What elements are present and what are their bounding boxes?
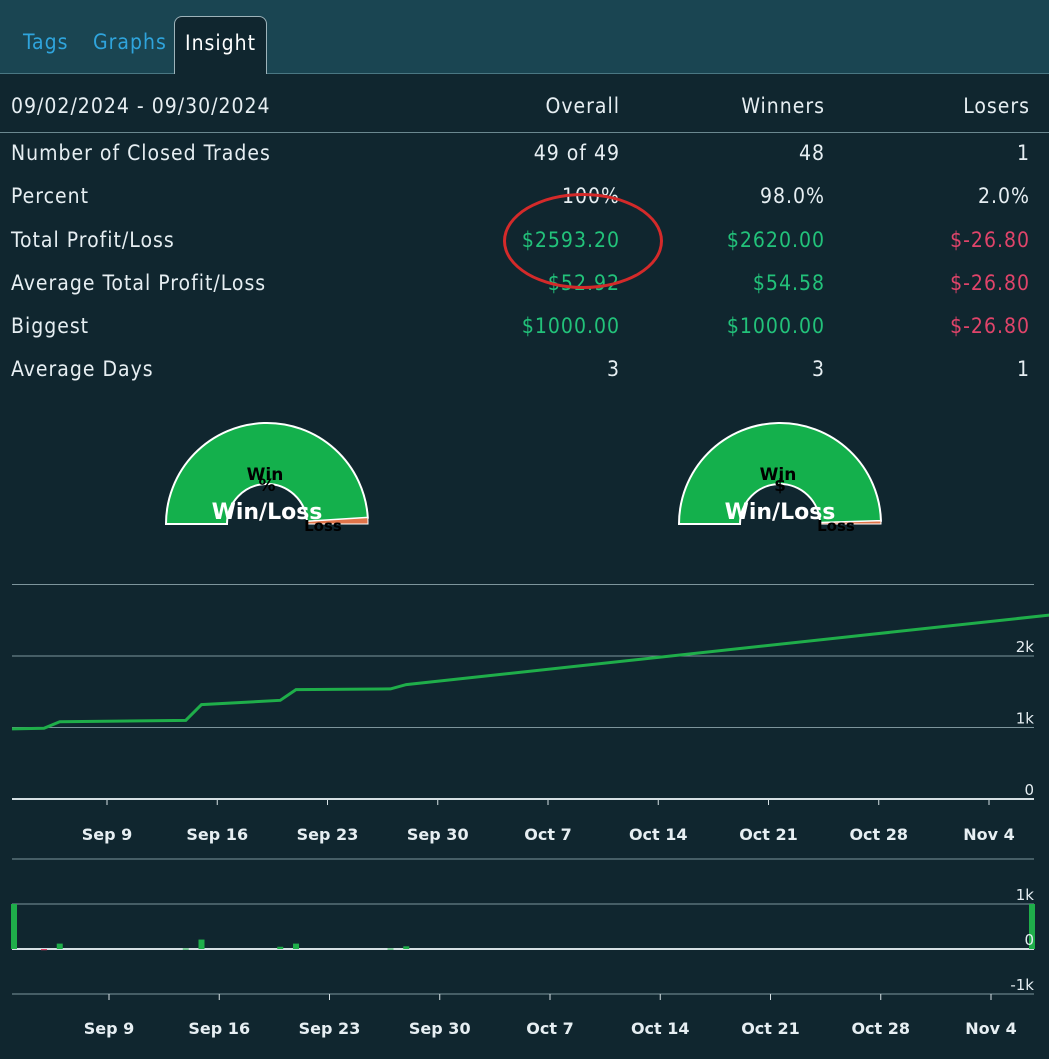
x-tick-label: Oct 14 [629, 825, 688, 844]
table-row: Biggest $1000.00 $1000.00 $-26.80 [0, 308, 1049, 348]
x-tick-label: Sep 23 [299, 1019, 361, 1038]
header-overall: Overall [545, 94, 620, 118]
bar [403, 946, 410, 949]
annotation-circle [503, 193, 663, 289]
gauge-dollar: Win $ Win/Loss Loss [677, 422, 882, 535]
winners-value: 3 [811, 357, 825, 381]
gauge-win-label: Win [247, 465, 284, 485]
losers-value: 1 [1016, 141, 1030, 165]
x-tick-label: Oct 21 [741, 1019, 800, 1038]
y-tick-label: -1k [1010, 976, 1034, 994]
x-tick-label: Oct 7 [524, 825, 571, 844]
x-tick-label: Oct 7 [526, 1019, 573, 1038]
x-tick-label: Sep 9 [84, 1019, 135, 1038]
losers-value: $-26.80 [950, 228, 1030, 252]
x-tick-label: Nov 4 [963, 825, 1015, 844]
y-tick-label: 0 [1024, 931, 1034, 949]
gauge-percent: Win % Win/Loss Loss [164, 422, 369, 535]
bar [56, 943, 63, 949]
losers-value: $-26.80 [950, 314, 1030, 338]
x-tick-label: Oct 28 [851, 1019, 910, 1038]
row-label: Average Days [11, 357, 154, 381]
x-tick-label: Oct 14 [631, 1019, 690, 1038]
tab-tags[interactable]: Tags [23, 30, 69, 54]
overall-value: $1000.00 [521, 314, 620, 338]
row-label: Average Total Profit/Loss [11, 271, 267, 295]
row-label: Percent [11, 184, 89, 208]
cumulative-pl-line [11, 613, 1049, 731]
bar [41, 949, 47, 951]
daily-pl-chart: 1k 0 -1k Sep 9 Sep 16 Sep 23 Sep 30 Oct 7 Oct 1… [11, 858, 1035, 1038]
overall-value: 3 [606, 357, 620, 381]
bar [387, 948, 394, 950]
tab-bar: Tags Graphs Insight [0, 0, 1049, 74]
gauge-win-arc [677, 422, 882, 525]
gauge-symbol: $ [774, 476, 786, 496]
gauge-symbol: % [258, 476, 275, 496]
tab-insight[interactable]: Insight [174, 16, 268, 74]
x-tick-label: Oct 28 [849, 825, 908, 844]
gauge-win-label: Win [760, 465, 797, 485]
bar [182, 948, 189, 950]
x-tick-label: Sep 9 [82, 825, 133, 844]
gauge-title: Win/Loss [212, 500, 323, 525]
x-tick-label: Nov 4 [965, 1019, 1017, 1038]
x-tick-label: Sep 23 [297, 825, 359, 844]
losers-value: $-26.80 [950, 271, 1030, 295]
winners-value: $1000.00 [726, 314, 825, 338]
x-tick-label: Oct 21 [739, 825, 798, 844]
cumulative-pl-chart: 0 1k 2k Sep 9 Sep 16 Sep 23 Sep 30 Oct 7 Oct 14… [11, 584, 1049, 844]
y-tick-label: 0 [1024, 781, 1034, 799]
overall-value: 49 of 49 [533, 141, 620, 165]
gauge-loss-arc [819, 520, 882, 525]
gauge-loss-label: Loss [817, 517, 855, 535]
header-winners: Winners [741, 94, 825, 118]
gauge-title: Win/Loss [725, 500, 836, 525]
y-tick-label: 2k [1016, 638, 1035, 656]
y-tick-label: 1k [1016, 710, 1035, 728]
bar [277, 946, 284, 949]
row-label: Number of Closed Trades [11, 141, 271, 165]
losers-value: 2.0% [978, 184, 1030, 208]
gauge-loss-label: Loss [304, 517, 342, 535]
bar [198, 939, 205, 949]
row-label: Biggest [11, 314, 90, 338]
bar [11, 904, 17, 949]
winners-value: 48 [798, 141, 825, 165]
date-range: 09/02/2024 - 09/30/2024 [11, 94, 271, 118]
gauge-win-arc [164, 422, 369, 525]
gauge-loss-arc [306, 517, 369, 525]
x-tick-label: Sep 30 [409, 1019, 471, 1038]
bar [293, 943, 299, 949]
winners-value: 98.0% [759, 184, 825, 208]
row-label: Total Profit/Loss [11, 228, 175, 252]
winners-value: $54.58 [752, 271, 825, 295]
x-tick-label: Sep 16 [186, 825, 248, 844]
table-row: Number of Closed Trades 49 of 49 48 1 [0, 135, 1049, 175]
y-tick-label: 1k [1016, 886, 1035, 904]
tab-graphs[interactable]: Graphs [93, 30, 167, 54]
gauges: Win % Win/Loss Loss Win $ Win/Loss Loss [164, 422, 882, 535]
winners-value: $2620.00 [726, 228, 825, 252]
bar [1029, 904, 1035, 949]
table-row: Average Days 3 3 1 [0, 351, 1049, 391]
x-tick-label: Sep 16 [188, 1019, 250, 1038]
header-losers: Losers [963, 94, 1030, 118]
losers-value: 1 [1016, 357, 1030, 381]
x-tick-label: Sep 30 [407, 825, 469, 844]
stats-header-row: 09/02/2024 - 09/30/2024 Overall Winners … [0, 88, 1049, 133]
